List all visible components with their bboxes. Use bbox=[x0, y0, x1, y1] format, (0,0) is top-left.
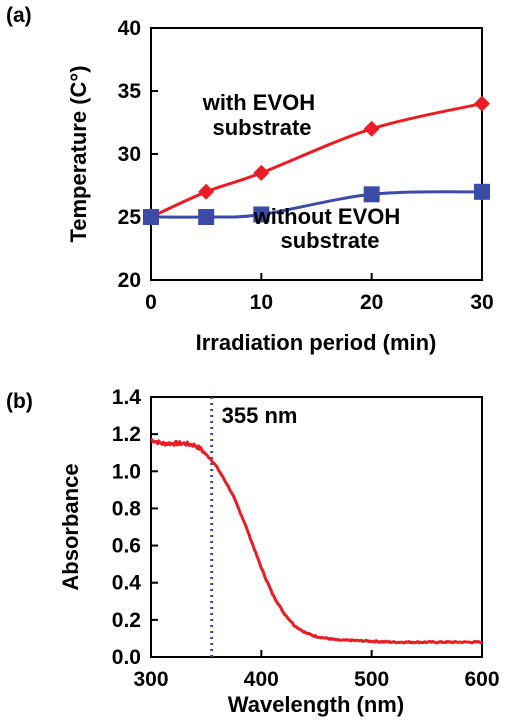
panel-a-x-axis-label: Irradiation period (min) bbox=[196, 330, 437, 355]
series-line-0 bbox=[150, 102, 483, 219]
series-label-with-evoh: with EVOH substrate bbox=[202, 90, 322, 140]
data-point-diamond bbox=[253, 164, 270, 181]
y-tick-label: 20 bbox=[118, 269, 141, 292]
panel-a-y-ticks: 20 25 30 35 40 bbox=[118, 17, 158, 292]
x-tick-label: 10 bbox=[250, 291, 273, 314]
panel-a-y-axis-label: Temperature (C°) bbox=[66, 65, 91, 242]
panel-b-x-ticks: 300 400 500 600 bbox=[133, 650, 500, 691]
x-tick-label: 400 bbox=[244, 668, 279, 691]
series-label-without-evoh-line-1: without EVOH bbox=[253, 204, 401, 229]
series-label-without-evoh-line-2: substrate bbox=[280, 228, 379, 253]
data-point-square bbox=[253, 206, 270, 223]
x-tick-label: 20 bbox=[360, 291, 383, 314]
annotation-label: 355 nm bbox=[222, 403, 298, 428]
panel-b-y-ticks: 0.0 0.2 0.4 0.6 0.8 1.0 1.2 1.4 bbox=[112, 386, 158, 669]
panel-b-label: (b) bbox=[6, 390, 33, 413]
x-tick-label: 500 bbox=[354, 668, 389, 691]
x-tick-label: 30 bbox=[470, 291, 493, 314]
series-label-with-evoh-line-2: substrate bbox=[212, 115, 311, 140]
data-point-square bbox=[363, 186, 380, 203]
panel-b-annotation: 355 nm bbox=[210, 397, 298, 657]
panel-b-x-axis-label: Wavelength (nm) bbox=[228, 692, 404, 717]
data-point-square bbox=[474, 183, 490, 200]
y-tick-label: 25 bbox=[118, 206, 142, 229]
series-label-with-evoh-line-1: with EVOH bbox=[202, 90, 315, 115]
y-tick-label: 1.4 bbox=[112, 386, 142, 409]
panel-a-x-ticks: 0 10 20 30 bbox=[145, 273, 494, 314]
panel-b-series bbox=[150, 438, 484, 645]
panel-a-series bbox=[143, 95, 490, 225]
x-tick-label: 0 bbox=[145, 291, 157, 314]
series-line-1 bbox=[150, 190, 483, 219]
panel-b-y-axis-label: Absorbance bbox=[58, 463, 83, 590]
panel-b-plot-frame bbox=[150, 396, 483, 658]
y-tick-label: 40 bbox=[118, 17, 141, 40]
y-tick-label: 1.0 bbox=[112, 460, 141, 483]
panel-b: (b) 0.0 0.2 0.4 0.6 0.8 1.0 1.2 1.4 300 400 500 60… bbox=[6, 386, 500, 717]
data-point-diamond bbox=[363, 120, 380, 137]
x-tick-label: 300 bbox=[133, 668, 168, 691]
y-tick-label: 0.0 bbox=[112, 646, 141, 669]
x-tick-label: 600 bbox=[464, 668, 499, 691]
series-label-without-evoh: without EVOH substrate bbox=[253, 204, 407, 253]
data-point-diamond bbox=[474, 95, 490, 112]
absorbance-curve bbox=[150, 438, 484, 645]
y-tick-label: 0.4 bbox=[112, 572, 142, 595]
y-tick-label: 0.8 bbox=[112, 497, 142, 520]
data-point-diamond bbox=[198, 183, 215, 200]
data-point-square bbox=[198, 209, 215, 225]
panel-a-label: (a) bbox=[6, 4, 32, 27]
y-tick-label: 35 bbox=[118, 80, 142, 103]
data-point-square bbox=[143, 209, 159, 225]
y-tick-label: 30 bbox=[118, 143, 141, 166]
y-tick-label: 0.2 bbox=[112, 609, 141, 632]
y-tick-label: 0.6 bbox=[112, 535, 141, 558]
y-tick-label: 1.2 bbox=[112, 423, 141, 446]
